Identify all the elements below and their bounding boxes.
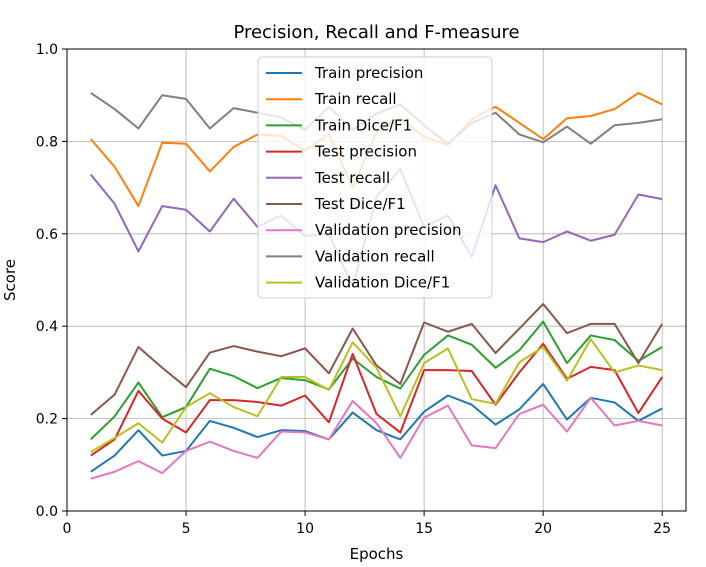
legend-label: Train recall — [314, 90, 397, 108]
x-tick-label: 0 — [63, 521, 72, 537]
y-tick-label: 0.8 — [36, 134, 58, 150]
y-tick-label: 0.2 — [36, 412, 58, 428]
series-line-test-dice-f1 — [90, 303, 664, 416]
y-tick-label: 1.0 — [36, 42, 58, 58]
legend-label: Train Dice/F1 — [314, 116, 412, 134]
series-line-test-precision — [90, 342, 664, 457]
y-tick-label: 0.4 — [36, 319, 58, 335]
legend-label: Test precision — [314, 143, 417, 161]
series-line-validation-dice-f1 — [90, 338, 663, 453]
x-tick-label: 10 — [296, 521, 314, 537]
x-axis-label: Epochs — [350, 545, 404, 563]
legend-label: Validation recall — [315, 247, 435, 265]
series-line-validation-precision — [90, 396, 663, 480]
legend: Train precision Train recall Train Dice/F1… — [257, 56, 493, 299]
y-tick-label: 0.0 — [36, 504, 58, 520]
y-axis-label: Score — [1, 259, 19, 301]
legend-label: Validation precision — [315, 221, 462, 239]
x-tick-label: 15 — [415, 521, 433, 537]
legend-label: Test Dice/F1 — [314, 195, 406, 213]
legend-label: Test recall — [314, 169, 390, 187]
plot-frame — [66, 48, 687, 512]
y-tick-label: 0.6 — [36, 227, 58, 243]
x-tick-label: 25 — [653, 521, 671, 537]
y-axis-ticks: 0.0 0.2 0.4 0.6 0.8 1.0 — [36, 42, 67, 520]
x-axis-ticks: 0 5 10 15 20 25 — [63, 511, 671, 537]
chart-title: Precision, Recall and F-measure — [233, 22, 519, 43]
legend-label: Validation Dice/F1 — [315, 274, 450, 292]
legend-box — [257, 56, 493, 299]
legend-label: Train precision — [314, 64, 423, 82]
x-tick-label: 5 — [182, 521, 191, 537]
x-tick-label: 20 — [534, 521, 552, 537]
